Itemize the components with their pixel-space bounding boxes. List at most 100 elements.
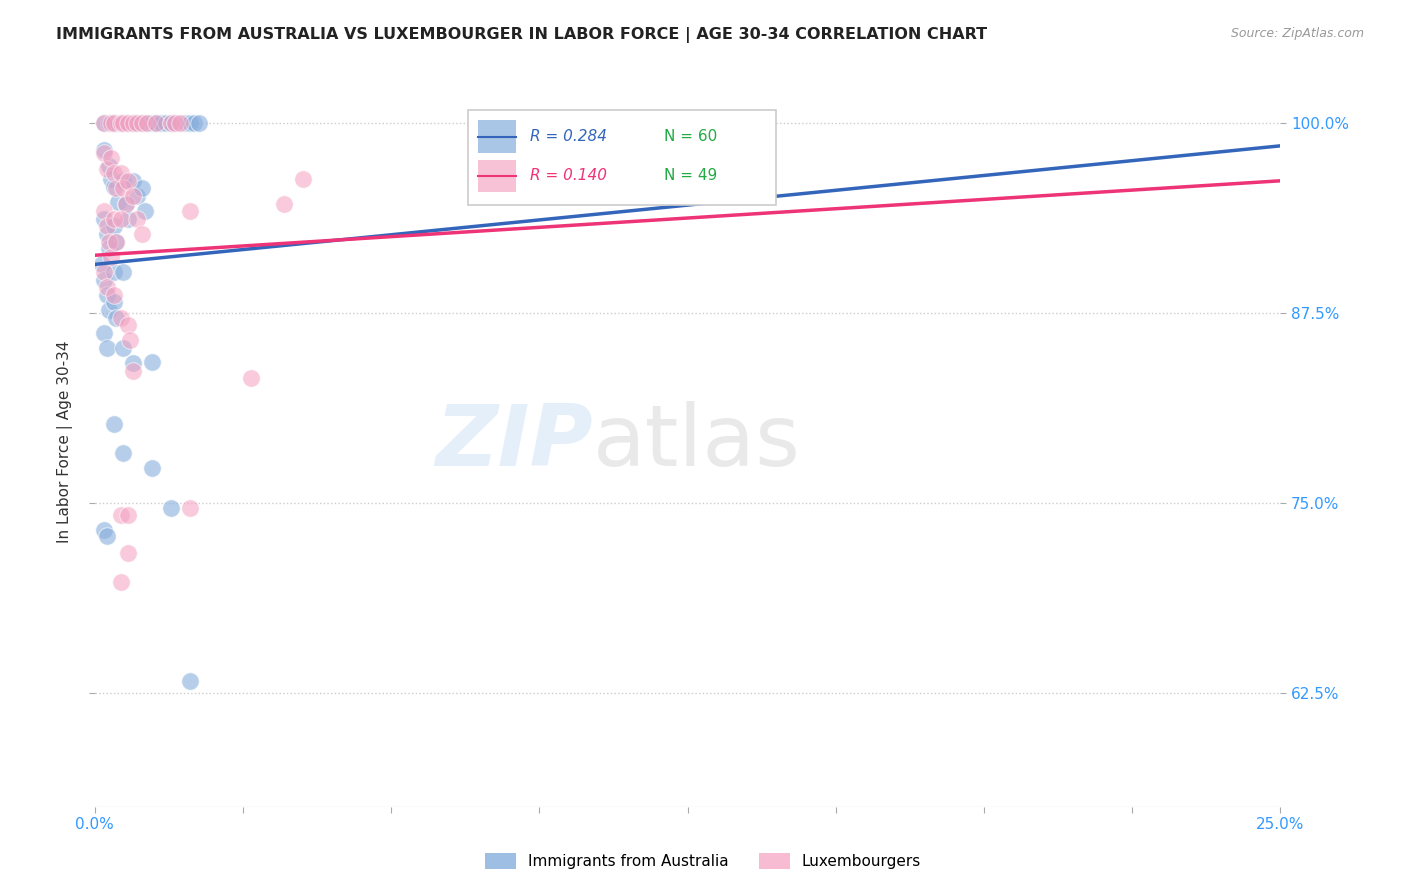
Point	[103, 211, 125, 226]
Point	[121, 356, 143, 370]
Point	[110, 116, 132, 130]
Point	[105, 310, 128, 325]
Point	[96, 219, 118, 234]
Point	[107, 116, 129, 130]
Point	[96, 227, 118, 241]
Point	[112, 174, 135, 188]
Point	[112, 116, 135, 130]
Point	[93, 272, 115, 286]
Point	[110, 211, 132, 226]
Y-axis label: In Labor Force | Age 30-34: In Labor Force | Age 30-34	[58, 341, 73, 543]
Point	[90, 257, 112, 271]
Point	[110, 310, 132, 325]
Point	[127, 116, 149, 130]
Point	[159, 500, 181, 515]
Point	[112, 116, 135, 130]
Point	[173, 116, 195, 130]
Point	[127, 116, 149, 130]
Point	[159, 116, 181, 130]
Point	[141, 461, 163, 475]
Point	[93, 524, 115, 538]
Point	[127, 189, 149, 203]
Point	[159, 116, 181, 130]
Point	[93, 211, 115, 226]
Point	[110, 166, 132, 180]
Point	[103, 417, 125, 431]
Point	[96, 341, 118, 355]
FancyBboxPatch shape	[478, 120, 516, 153]
Point	[93, 326, 115, 340]
Point	[103, 179, 125, 194]
Point	[93, 116, 115, 130]
Point	[110, 575, 132, 590]
Point	[96, 280, 118, 294]
Point	[112, 181, 135, 195]
Point	[105, 235, 128, 249]
Text: R = 0.140: R = 0.140	[530, 169, 607, 184]
Point	[93, 116, 115, 130]
Point	[131, 116, 153, 130]
Point	[117, 508, 139, 523]
Point	[165, 116, 187, 130]
Point	[165, 116, 187, 130]
Point	[135, 116, 157, 130]
Point	[131, 227, 153, 241]
Point	[183, 116, 205, 130]
Text: atlas: atlas	[593, 401, 800, 483]
FancyBboxPatch shape	[478, 160, 516, 193]
Point	[100, 172, 122, 186]
Point	[169, 116, 191, 130]
Point	[121, 364, 143, 378]
Point	[114, 196, 136, 211]
Point	[240, 371, 263, 385]
Point	[96, 287, 118, 301]
Point	[93, 265, 115, 279]
Point	[93, 144, 115, 158]
Text: N = 49: N = 49	[664, 169, 717, 184]
Point	[120, 334, 142, 348]
Point	[131, 116, 153, 130]
Point	[110, 116, 132, 130]
Point	[117, 546, 139, 560]
Point	[179, 673, 201, 688]
Point	[121, 174, 143, 188]
Point	[134, 204, 156, 219]
Point	[121, 116, 143, 130]
Point	[114, 116, 136, 130]
Point	[131, 181, 153, 195]
Point	[107, 195, 129, 210]
Point	[93, 204, 115, 219]
Point	[114, 196, 136, 211]
Point	[117, 116, 139, 130]
Point	[155, 116, 177, 130]
Point	[117, 318, 139, 333]
Point	[117, 174, 139, 188]
Point	[100, 250, 122, 264]
Point	[97, 235, 120, 249]
Point	[103, 219, 125, 234]
Point	[135, 116, 157, 130]
Point	[150, 116, 173, 130]
Point	[117, 116, 139, 130]
Point	[103, 287, 125, 301]
Point	[97, 241, 120, 255]
Point	[127, 211, 149, 226]
Point	[103, 116, 125, 130]
Point	[105, 181, 128, 195]
Point	[117, 211, 139, 226]
Point	[188, 116, 211, 130]
Point	[97, 303, 120, 318]
Point	[103, 295, 125, 310]
Point	[93, 146, 115, 161]
Point	[103, 166, 125, 180]
Text: R = 0.284: R = 0.284	[530, 129, 607, 144]
FancyBboxPatch shape	[468, 111, 776, 205]
Point	[100, 116, 122, 130]
Point	[141, 354, 163, 368]
Point	[145, 116, 167, 130]
Point	[141, 116, 163, 130]
Point	[105, 235, 128, 249]
Text: N = 60: N = 60	[664, 129, 717, 144]
Point	[292, 172, 315, 186]
Point	[179, 500, 201, 515]
